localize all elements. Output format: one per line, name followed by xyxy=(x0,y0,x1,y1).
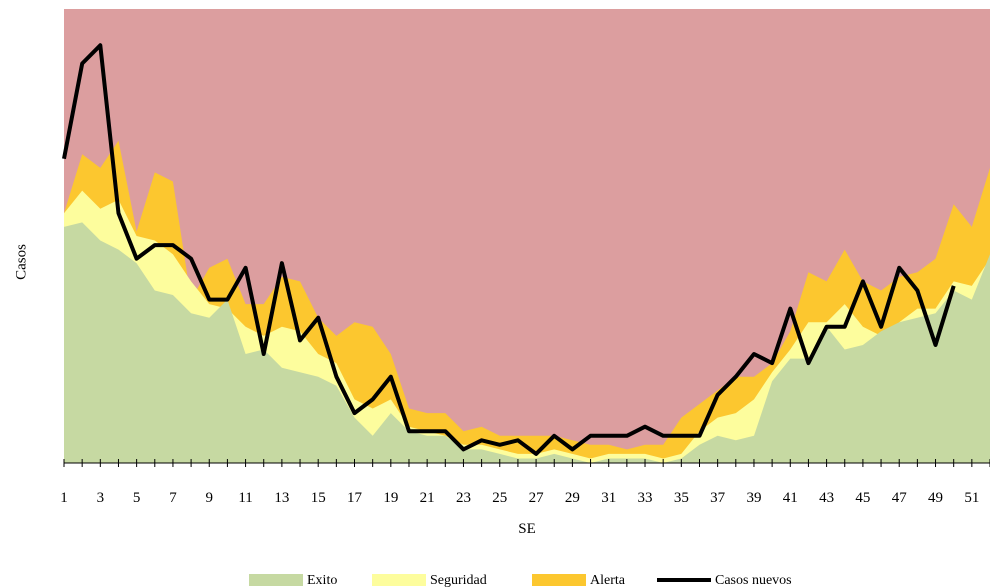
x-tick-label: 13 xyxy=(274,490,289,506)
x-tick-label: 19 xyxy=(383,490,398,506)
x-tick-label: 21 xyxy=(420,490,435,506)
legend-label-alerta: Alerta xyxy=(590,573,626,588)
x-axis: 1 3 5 7 9 11 13 15 17 19 21 23 25 27 29 31 33 35 37 39 41 43 4… xyxy=(60,459,990,506)
x-tick-label: 23 xyxy=(456,490,471,506)
x-tick-label: 15 xyxy=(311,490,326,506)
x-tick-label: 37 xyxy=(710,490,726,506)
x-tick-label: 41 xyxy=(783,490,798,506)
x-tick-label: 5 xyxy=(133,490,141,506)
x-tick-label: 17 xyxy=(347,490,363,506)
series-line-casos-nuevos xyxy=(62,43,956,456)
x-tick-label: 35 xyxy=(674,490,689,506)
legend-label-casos-nuevos: Casos nuevos xyxy=(715,573,792,588)
x-tick-label: 51 xyxy=(964,490,979,506)
legend-swatch-exito xyxy=(249,574,303,586)
x-tick-label: 3 xyxy=(97,490,105,506)
x-tick-label: 49 xyxy=(928,490,943,506)
x-tick-label: 31 xyxy=(601,490,616,506)
x-tick-label: 39 xyxy=(746,490,761,506)
x-tick-label: 7 xyxy=(169,490,177,506)
x-tick-label: 43 xyxy=(819,490,834,506)
x-tick-label: 45 xyxy=(855,490,870,506)
x-axis-title: SE xyxy=(518,521,536,537)
legend-swatch-alerta xyxy=(532,574,586,586)
area-exito xyxy=(64,222,990,463)
area-series-group xyxy=(64,140,990,463)
x-tick-label: 47 xyxy=(892,490,908,506)
legend-label-seguridad: Seguridad xyxy=(430,573,487,588)
x-tick-label: 11 xyxy=(238,490,252,506)
x-tick-label: 9 xyxy=(206,490,214,506)
y-axis-title: Casos xyxy=(13,244,29,280)
legend-label-exito: Exito xyxy=(307,573,337,588)
x-tick-label: 33 xyxy=(638,490,653,506)
legend: Exito Seguridad Alerta Casos nuevos xyxy=(249,573,792,588)
x-tick-label: 29 xyxy=(565,490,580,506)
x-tick-label: 27 xyxy=(529,490,545,506)
legend-swatch-seguridad xyxy=(372,574,426,586)
x-tick-label: 1 xyxy=(60,490,68,506)
x-tick-label: 25 xyxy=(492,490,507,506)
legend-swatch-casos-nuevos xyxy=(657,578,711,582)
